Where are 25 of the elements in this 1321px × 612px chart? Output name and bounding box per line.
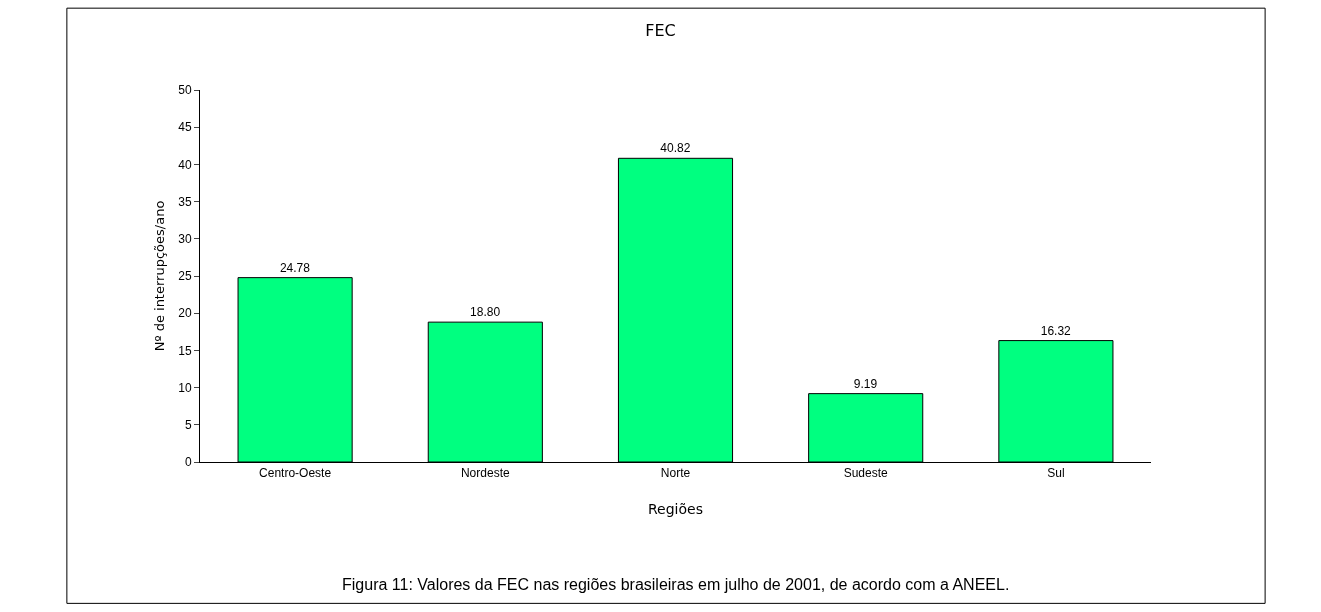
data-label: 24.78 xyxy=(279,260,311,275)
y-tick-label: 45 xyxy=(178,120,192,135)
y-tick-label: 10 xyxy=(178,380,192,395)
data-label: 9.19 xyxy=(853,376,878,391)
y-tick-label: 20 xyxy=(178,306,192,321)
y-tick-label: 40 xyxy=(178,157,192,172)
y-tick-label: 15 xyxy=(178,343,192,358)
x-tick-label: Sul xyxy=(1047,466,1065,481)
y-tick-label: 30 xyxy=(178,232,192,246)
data-label: 40.82 xyxy=(660,141,691,156)
x-axis-title: Regiões xyxy=(648,501,703,517)
y-tick-label: 50 xyxy=(178,83,192,98)
data-label: 18.80 xyxy=(470,305,501,320)
y-tick-label: 35 xyxy=(178,194,192,209)
text: Figura 11: Valores da FEC nas regiões brasileiras em julho de 2001, de acordo com a ANEEL. xyxy=(342,576,1010,593)
x-tick-label: Nordeste xyxy=(460,466,510,481)
y-axis-title: Nº de interrupções/ano xyxy=(152,200,167,352)
chart-title: FEC xyxy=(645,20,676,40)
x-tick-label: Norte xyxy=(660,466,691,481)
y-tick-label: 25 xyxy=(178,269,192,284)
x-tick-label: Sudeste xyxy=(843,466,889,481)
x-tick-label: Centro-Oeste xyxy=(259,466,332,481)
data-label: 16.32 xyxy=(1040,323,1072,338)
y-tick-label: 5 xyxy=(184,418,192,432)
y-tick-label: 0 xyxy=(184,455,192,470)
